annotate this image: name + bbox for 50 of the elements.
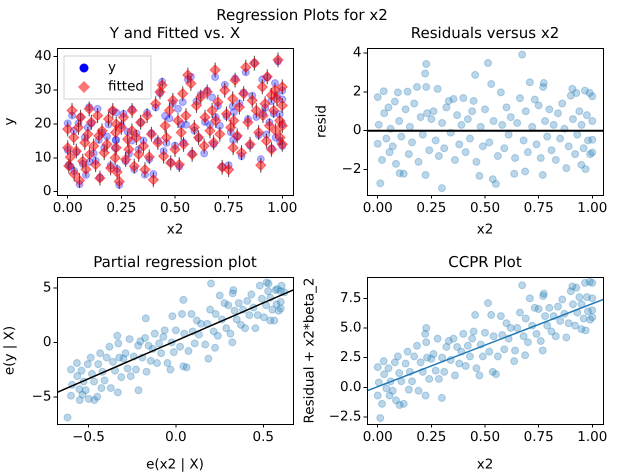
x-tick-label: 0.00 <box>52 200 83 216</box>
x-tick-label: 0.50 <box>470 200 500 216</box>
y-tick-label: 0 <box>42 334 52 350</box>
chart-title: CCPR Plot <box>448 252 522 271</box>
x-tick-label: 0.75 <box>524 429 554 446</box>
y-tick-label: −5 <box>32 388 52 404</box>
x-axis-title: e(x2 | X) <box>146 456 204 472</box>
y-tick-label: −2 <box>342 161 362 178</box>
y-axis-title: y <box>2 118 18 126</box>
y-tick-label: 5.0 <box>340 319 362 336</box>
x-tick-label: 0.75 <box>524 200 554 216</box>
legend-label: y <box>108 60 116 76</box>
y-tick-label: 0 <box>352 122 362 138</box>
y-tick-label: 0.0 <box>340 378 362 395</box>
x-tick-label: 1.00 <box>267 200 298 216</box>
legend-label: fitted <box>108 78 144 94</box>
x-axis-title: x2 <box>476 456 494 472</box>
y-tick-label: 20 <box>34 116 52 132</box>
y-tick-label: 7.5 <box>340 290 362 306</box>
x-axis-title: x2 <box>166 221 184 238</box>
x-axis-title: x2 <box>476 221 494 238</box>
y-tick-label: 10 <box>34 149 52 166</box>
x-tick-label: 0.00 <box>362 200 393 216</box>
x-tick-label: 0.00 <box>362 429 393 446</box>
y-tick-label: 30 <box>34 82 52 98</box>
text: Regression Plots for x2 <box>216 6 388 24</box>
x-tick-label: 1.00 <box>577 429 608 446</box>
x-tick-label: 1.00 <box>577 200 608 216</box>
y-tick-label: −2.5 <box>328 408 362 424</box>
chart-title: Residuals versus x2 <box>410 24 560 42</box>
x-tick-label: 0.25 <box>416 429 446 446</box>
x-tick-label: 0.50 <box>160 200 190 216</box>
x-tick-label: 0.0 <box>165 429 187 446</box>
y-tick-label: 4 <box>352 44 362 60</box>
x-tick-label: 0.25 <box>416 200 446 216</box>
x-tick-label: 0.25 <box>106 200 136 216</box>
x-tick-label: 0.5 <box>252 429 274 446</box>
y-tick-label: 40 <box>34 48 52 64</box>
y-tick-label: 0 <box>42 183 52 200</box>
x-tick-label: 0.50 <box>470 429 500 446</box>
y-axis-title: resid <box>314 105 330 138</box>
y-axis-title: Residual + x2*beta_2 <box>302 277 318 424</box>
y-tick-label: 2 <box>352 83 362 100</box>
x-tick-label: −0.5 <box>72 429 105 446</box>
y-axis-title: e(y | X) <box>2 326 18 376</box>
chart-title: Partial regression plot <box>93 252 257 271</box>
x-tick-label: 0.75 <box>214 200 244 216</box>
chart-title: Y and Fitted vs. X <box>108 24 240 42</box>
y-tick-label: 5 <box>42 279 52 296</box>
y-tick-label: 2.5 <box>340 349 362 366</box>
